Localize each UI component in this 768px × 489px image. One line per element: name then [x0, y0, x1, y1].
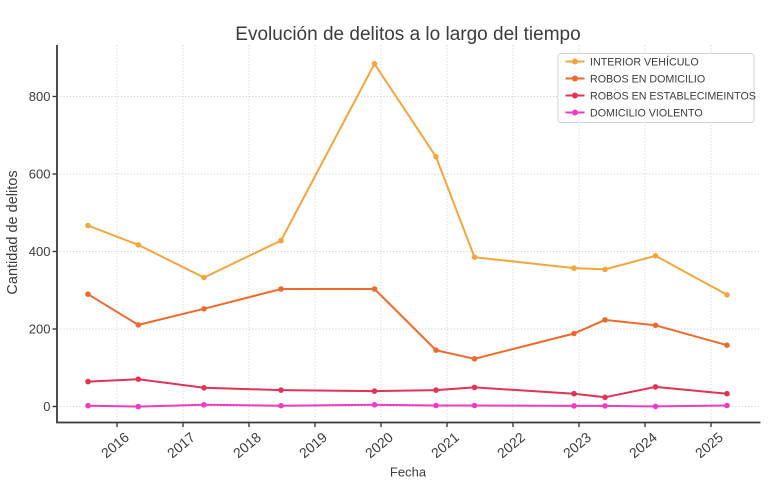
svg-text:ROBOS EN ESTABLECIMEINTOS: ROBOS EN ESTABLECIMEINTOS — [590, 91, 756, 103]
svg-text:Evolución de delitos a lo larg: Evolución de delitos a lo largo del tiem… — [235, 24, 580, 45]
svg-text:Cantidad de delitos: Cantidad de delitos — [5, 170, 21, 294]
svg-text:Fecha: Fecha — [390, 465, 427, 480]
svg-text:INTERIOR VEHÍCULO: INTERIOR VEHÍCULO — [590, 56, 699, 69]
svg-text:DOMICILIO VIOLENTO: DOMICILIO VIOLENTO — [590, 108, 703, 120]
svg-text:0: 0 — [43, 399, 50, 414]
svg-text:800: 800 — [29, 89, 51, 104]
svg-text:600: 600 — [29, 167, 51, 182]
svg-text:200: 200 — [29, 322, 51, 337]
svg-text:400: 400 — [29, 244, 51, 259]
svg-text:ROBOS EN DOMICILIO: ROBOS EN DOMICILIO — [590, 74, 705, 86]
